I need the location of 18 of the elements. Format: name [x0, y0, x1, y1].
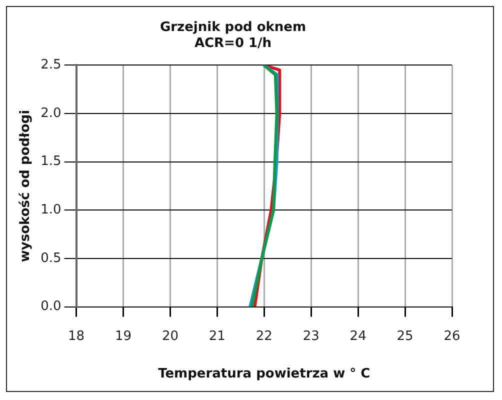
- y-tick-label: 0.0: [40, 299, 62, 314]
- chart-title: Grzejnik pod oknem ACR=0 1/h: [160, 20, 306, 51]
- y-tick-label: 1.0: [40, 202, 62, 218]
- y-tick-label: 2.0: [40, 106, 62, 121]
- x-tick-label: 26: [444, 328, 460, 344]
- x-tick-label: 24: [350, 328, 366, 344]
- x-tick-label: 22: [256, 328, 272, 344]
- x-tick-label: 23: [302, 328, 320, 344]
- x-axis-title: Temperatura powietrza w ° C: [158, 366, 370, 382]
- x-tick-label: 21: [208, 328, 226, 344]
- x-tick-label: 18: [68, 328, 85, 344]
- x-tick-label: 19: [114, 328, 132, 344]
- y-tick-label: 2.5: [40, 58, 62, 73]
- x-tick-label: 20: [162, 328, 178, 344]
- x-tick-label: 25: [396, 328, 414, 344]
- y-axis-title: wysokość od podłogi: [18, 110, 34, 262]
- y-tick-label: 1.5: [40, 154, 62, 170]
- y-tick-label: 0.5: [40, 250, 62, 266]
